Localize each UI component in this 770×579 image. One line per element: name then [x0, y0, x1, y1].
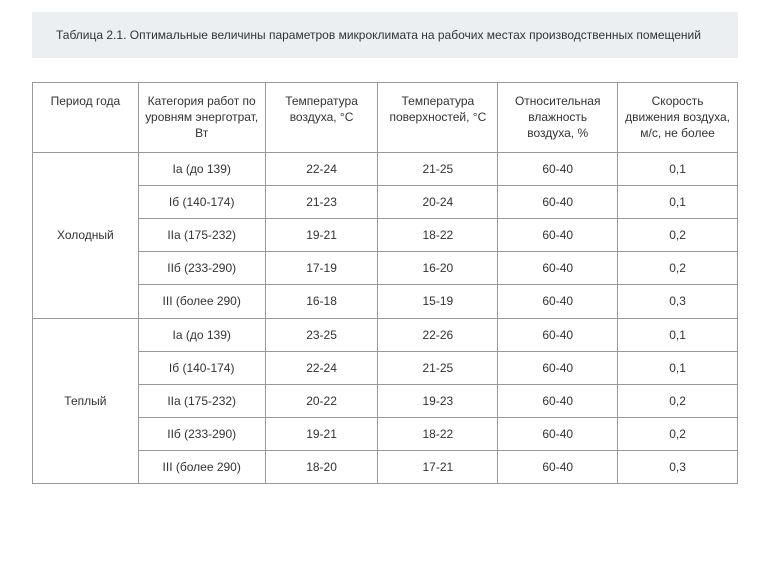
- table-row: IIб (233-290) 17-19 16-20 60-40 0,2: [33, 252, 738, 285]
- cell-air-temp: 21-23: [265, 185, 378, 218]
- col-surf-temp: Температура поверхностей, °С: [378, 83, 498, 153]
- table-row: Холодный Iа (до 139) 22-24 21-25 60-40 0…: [33, 152, 738, 185]
- cell-velocity: 0,2: [618, 418, 738, 451]
- table-row: III (более 290) 16-18 15-19 60-40 0,3: [33, 285, 738, 318]
- cell-air-temp: 16-18: [265, 285, 378, 318]
- cell-velocity: 0,1: [618, 318, 738, 351]
- cell-surf-temp: 21-25: [378, 351, 498, 384]
- cell-velocity: 0,1: [618, 351, 738, 384]
- cell-velocity: 0,2: [618, 252, 738, 285]
- cell-humidity: 60-40: [498, 285, 618, 318]
- cell-category: Iб (140-174): [138, 351, 265, 384]
- cell-surf-temp: 17-21: [378, 451, 498, 484]
- cell-air-temp: 17-19: [265, 252, 378, 285]
- cell-velocity: 0,1: [618, 185, 738, 218]
- cell-velocity: 0,2: [618, 384, 738, 417]
- cell-air-temp: 19-21: [265, 218, 378, 251]
- cell-surf-temp: 16-20: [378, 252, 498, 285]
- cell-surf-temp: 20-24: [378, 185, 498, 218]
- table-row: IIа (175-232) 19-21 18-22 60-40 0,2: [33, 218, 738, 251]
- cell-surf-temp: 21-25: [378, 152, 498, 185]
- cell-humidity: 60-40: [498, 418, 618, 451]
- cell-air-temp: 23-25: [265, 318, 378, 351]
- cell-surf-temp: 19-23: [378, 384, 498, 417]
- cell-surf-temp: 18-22: [378, 218, 498, 251]
- cell-air-temp: 22-24: [265, 152, 378, 185]
- cell-category: III (более 290): [138, 285, 265, 318]
- cell-category: IIб (233-290): [138, 252, 265, 285]
- cell-surf-temp: 15-19: [378, 285, 498, 318]
- col-category: Категория работ по уровням энерготрат, В…: [138, 83, 265, 153]
- col-air-temp: Температура воздуха, °С: [265, 83, 378, 153]
- cell-humidity: 60-40: [498, 384, 618, 417]
- table-row: Iб (140-174) 21-23 20-24 60-40 0,1: [33, 185, 738, 218]
- table-caption: Таблица 2.1. Оптимальные величины параме…: [32, 12, 738, 58]
- microclimate-table: Период года Категория работ по уровням э…: [32, 82, 738, 484]
- cell-category: Iа (до 139): [138, 318, 265, 351]
- cell-category: Iб (140-174): [138, 185, 265, 218]
- cell-surf-temp: 22-26: [378, 318, 498, 351]
- cell-velocity: 0,2: [618, 218, 738, 251]
- col-period: Период года: [33, 83, 139, 153]
- cell-humidity: 60-40: [498, 451, 618, 484]
- cell-velocity: 0,3: [618, 285, 738, 318]
- table-row: IIа (175-232) 20-22 19-23 60-40 0,2: [33, 384, 738, 417]
- cell-humidity: 60-40: [498, 152, 618, 185]
- col-humidity: Относительная влажность воздуха, %: [498, 83, 618, 153]
- table-container: Период года Категория работ по уровням э…: [32, 82, 738, 484]
- cell-category: IIа (175-232): [138, 384, 265, 417]
- cell-humidity: 60-40: [498, 351, 618, 384]
- cell-humidity: 60-40: [498, 185, 618, 218]
- cell-velocity: 0,1: [618, 152, 738, 185]
- cell-category: Iа (до 139): [138, 152, 265, 185]
- cell-humidity: 60-40: [498, 318, 618, 351]
- cell-category: IIа (175-232): [138, 218, 265, 251]
- col-velocity: Скорость движения воздуха, м/с, не более: [618, 83, 738, 153]
- cell-humidity: 60-40: [498, 218, 618, 251]
- cell-category: IIб (233-290): [138, 418, 265, 451]
- cell-humidity: 60-40: [498, 252, 618, 285]
- cell-air-temp: 20-22: [265, 384, 378, 417]
- cell-category: III (более 290): [138, 451, 265, 484]
- table-header-row: Период года Категория работ по уровням э…: [33, 83, 738, 153]
- cell-period: Теплый: [33, 318, 139, 484]
- cell-air-temp: 18-20: [265, 451, 378, 484]
- cell-air-temp: 19-21: [265, 418, 378, 451]
- cell-air-temp: 22-24: [265, 351, 378, 384]
- cell-surf-temp: 18-22: [378, 418, 498, 451]
- cell-period: Холодный: [33, 152, 139, 318]
- cell-velocity: 0,3: [618, 451, 738, 484]
- table-row: IIб (233-290) 19-21 18-22 60-40 0,2: [33, 418, 738, 451]
- table-row: Iб (140-174) 22-24 21-25 60-40 0,1: [33, 351, 738, 384]
- table-row: III (более 290) 18-20 17-21 60-40 0,3: [33, 451, 738, 484]
- table-row: Теплый Iа (до 139) 23-25 22-26 60-40 0,1: [33, 318, 738, 351]
